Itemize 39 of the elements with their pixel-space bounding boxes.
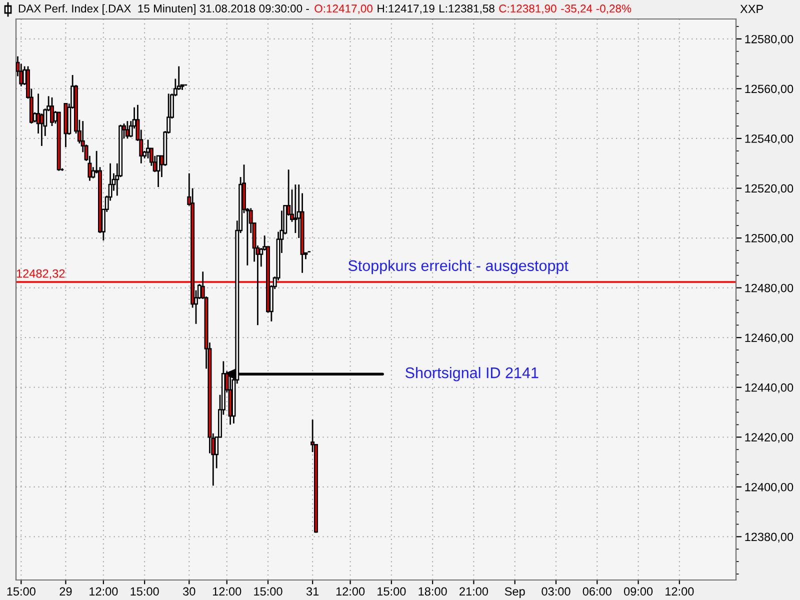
candlestick xyxy=(293,184,298,234)
x-tick-label: 09:00 xyxy=(624,587,653,596)
candlestick xyxy=(146,139,150,160)
x-tick-label: 21:00 xyxy=(460,587,488,596)
chart-title: DAX Perf. Index [.DAX 15 Minuten] 31.08.2018 09:30:00 - xyxy=(18,4,309,15)
y-tick-label: 12560,00 xyxy=(745,84,794,94)
candlestick xyxy=(125,120,130,140)
annotation: Stoppkurs erreicht - ausgestoppt xyxy=(348,260,568,274)
annotation: Shortsignal ID 2141 xyxy=(405,366,538,382)
x-tick-label: 15:00 xyxy=(130,587,159,596)
y-tick-label: 12420,00 xyxy=(745,433,794,443)
x-tick-label: 12:00 xyxy=(90,587,118,596)
y-axis-title: XXP xyxy=(740,4,763,14)
y-tick-label: 12480,00 xyxy=(745,284,794,294)
x-tick-label: Sep xyxy=(504,587,525,598)
y-tick-label: 12400,00 xyxy=(745,482,794,493)
x-tick-label: 12:00 xyxy=(212,587,242,596)
candlestick xyxy=(40,112,44,147)
y-tick-label: 12520,00 xyxy=(745,184,794,194)
x-tick-label: 30 xyxy=(183,587,196,596)
candlestick xyxy=(50,96,54,127)
y-tick-label: 12440,00 xyxy=(745,383,794,394)
y-tick-label: 12380,00 xyxy=(745,532,794,542)
ref-line-label: 12482,32 xyxy=(16,269,65,280)
x-tick-label: 29 xyxy=(60,587,72,596)
x-tick-label: 06:00 xyxy=(582,587,612,596)
x-tick-label: 31 xyxy=(306,587,319,596)
y-tick-label: 12460,00 xyxy=(745,334,794,344)
y-tick-label: 12580,00 xyxy=(745,34,794,45)
x-tick-label: 15:00 xyxy=(7,587,36,596)
y-tick-label: 12540,00 xyxy=(745,134,794,144)
chart-subtitle: O:12417,00 H:12417,19 L:12381,58 C:12381,90 -35,24 -0,28% xyxy=(314,4,632,14)
x-tick-label: 03:00 xyxy=(542,587,570,596)
y-tick-label: 12500,00 xyxy=(745,234,794,244)
x-tick-label: 15:00 xyxy=(254,587,282,596)
x-tick-label: 12:00 xyxy=(336,587,365,596)
x-tick-label: 18:00 xyxy=(418,587,447,596)
x-tick-label: 12:00 xyxy=(666,587,694,596)
x-tick-label: 15:00 xyxy=(378,587,406,596)
